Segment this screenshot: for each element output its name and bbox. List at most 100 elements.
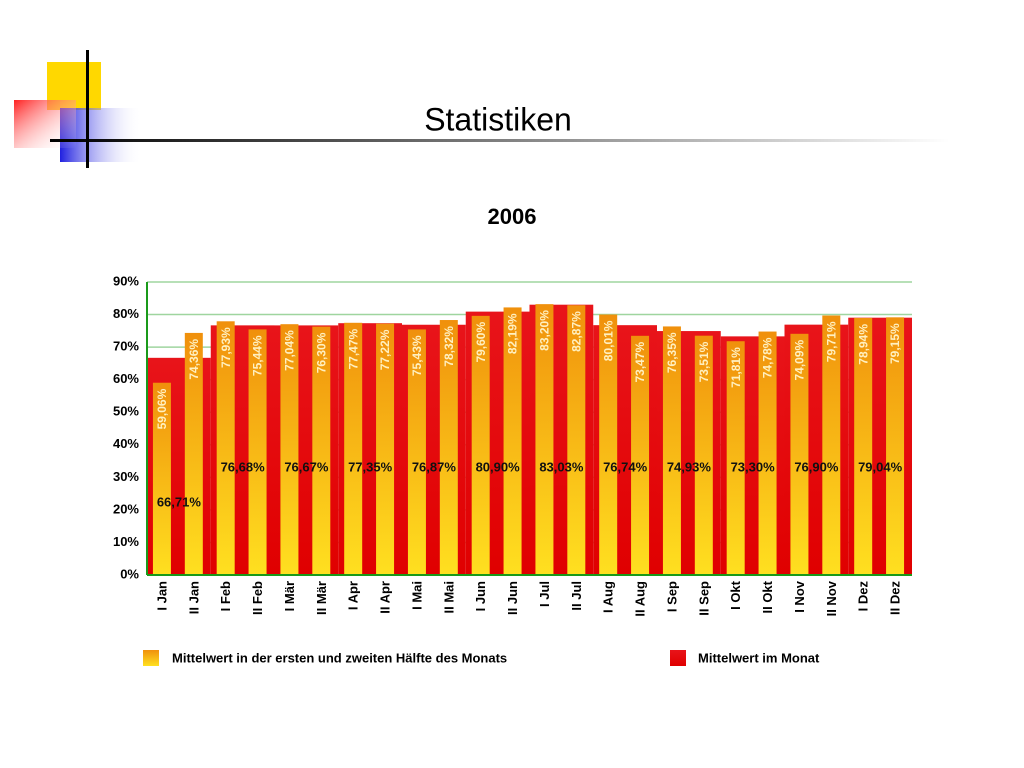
bar xyxy=(312,326,331,575)
legend-label: Mittelwert in der ersten und zweiten Häl… xyxy=(172,650,507,665)
x-tick-label: II Nov xyxy=(824,580,839,616)
bar xyxy=(503,307,522,575)
data-label: 71,81% xyxy=(729,347,743,388)
y-tick-label: 0% xyxy=(120,566,139,581)
x-tick-label: I Sep xyxy=(664,581,679,612)
x-tick-label: I Mär xyxy=(282,581,297,611)
bar xyxy=(439,320,458,575)
legend-swatch xyxy=(143,650,159,666)
deco-vline xyxy=(86,50,89,168)
bar xyxy=(184,332,203,575)
data-label: 83,20% xyxy=(538,310,552,351)
x-tick-label: I Dez xyxy=(856,581,871,612)
x-tick-label: I Aug xyxy=(601,581,616,613)
y-tick-label: 70% xyxy=(113,339,139,354)
data-label: 74,93% xyxy=(667,459,712,474)
data-label: 77,47% xyxy=(346,328,360,369)
slide-title: Statistiken xyxy=(424,101,572,137)
bar xyxy=(376,323,395,575)
legend-swatch xyxy=(670,650,686,666)
bar xyxy=(822,315,841,575)
data-label: 77,22% xyxy=(378,329,392,370)
y-tick-label: 10% xyxy=(113,534,139,549)
x-tick-label: I Jun xyxy=(473,581,488,611)
y-tick-label: 20% xyxy=(113,501,139,516)
bar xyxy=(726,341,745,575)
data-label: 74,09% xyxy=(793,339,807,380)
data-label: 80,01% xyxy=(601,320,615,361)
data-label: 75,43% xyxy=(410,335,424,376)
data-label: 79,04% xyxy=(858,459,903,474)
bar xyxy=(758,331,777,575)
plot: 0% 10% 20% 30% 40% 50% 60% 70% 80% 90% 59,06% I Jan… xyxy=(113,273,912,617)
x-tick-label: I Okt xyxy=(728,580,743,610)
data-label: 76,90% xyxy=(794,459,839,474)
data-label: 79,15% xyxy=(888,323,902,364)
bar xyxy=(567,305,586,575)
data-label: 78,94% xyxy=(856,324,870,365)
data-label: 75,44% xyxy=(251,335,265,376)
data-label: 82,87% xyxy=(569,311,583,352)
data-label: 66,71% xyxy=(157,494,202,509)
y-tick-label: 50% xyxy=(113,404,139,419)
data-label: 80,90% xyxy=(476,459,521,474)
x-tick-label: II Jan xyxy=(186,581,201,614)
data-label: 77,93% xyxy=(219,327,233,368)
bar xyxy=(790,333,809,575)
x-tick-label: I Apr xyxy=(346,581,361,610)
y-tick-label: 80% xyxy=(113,306,139,321)
bar xyxy=(662,326,681,575)
y-tick-label: 40% xyxy=(113,436,139,451)
bar xyxy=(535,304,554,575)
x-tick-label: I Mai xyxy=(409,581,424,610)
x-tick-label: I Feb xyxy=(218,581,233,611)
y-tick-label: 30% xyxy=(113,469,139,484)
x-tick-label: II Sep xyxy=(696,581,711,616)
x-tick-label: II Aug xyxy=(633,581,648,617)
data-label: 74,78% xyxy=(761,337,775,378)
x-tick-label: II Mai xyxy=(441,581,456,614)
data-label: 73,47% xyxy=(633,341,647,382)
bar xyxy=(248,329,267,575)
bar xyxy=(344,322,363,575)
bar xyxy=(471,315,490,575)
data-label: 74,36% xyxy=(187,339,201,380)
bar xyxy=(854,318,873,575)
y-tick-label: 60% xyxy=(113,371,139,386)
bar xyxy=(280,324,299,575)
data-label: 76,87% xyxy=(412,459,457,474)
bar xyxy=(599,314,618,575)
data-label: 79,60% xyxy=(474,322,488,363)
x-tick-label: I Jan xyxy=(154,581,169,611)
data-label: 59,06% xyxy=(155,388,169,429)
data-label: 79,71% xyxy=(824,321,838,362)
data-label: 76,68% xyxy=(221,459,266,474)
data-label: 78,32% xyxy=(442,326,456,367)
chart-title: 2006 xyxy=(488,204,537,229)
x-tick-label: I Nov xyxy=(792,580,807,613)
bar xyxy=(631,335,650,575)
x-tick-label: II Okt xyxy=(760,580,775,613)
data-label: 77,04% xyxy=(283,330,297,371)
data-label: 82,19% xyxy=(506,313,520,354)
bar xyxy=(694,335,713,575)
y-tick-label: 90% xyxy=(113,273,139,288)
data-label: 76,30% xyxy=(314,332,328,373)
legend-label: Mittelwert im Monat xyxy=(698,650,820,665)
deco-hline xyxy=(50,139,950,142)
data-label: 73,51% xyxy=(697,341,711,382)
bar xyxy=(407,329,426,575)
data-label: 76,35% xyxy=(665,332,679,373)
data-label: 73,30% xyxy=(731,459,776,474)
x-tick-label: II Jul xyxy=(569,581,584,611)
data-label: 76,74% xyxy=(603,459,648,474)
bar xyxy=(216,321,235,575)
x-tick-label: II Feb xyxy=(250,581,265,615)
bar xyxy=(152,382,171,575)
x-tick-label: II Mär xyxy=(314,581,329,615)
x-tick-label: II Jun xyxy=(505,581,520,615)
data-label: 83,03% xyxy=(539,459,584,474)
data-label: 76,67% xyxy=(284,459,329,474)
data-label: 77,35% xyxy=(348,459,393,474)
